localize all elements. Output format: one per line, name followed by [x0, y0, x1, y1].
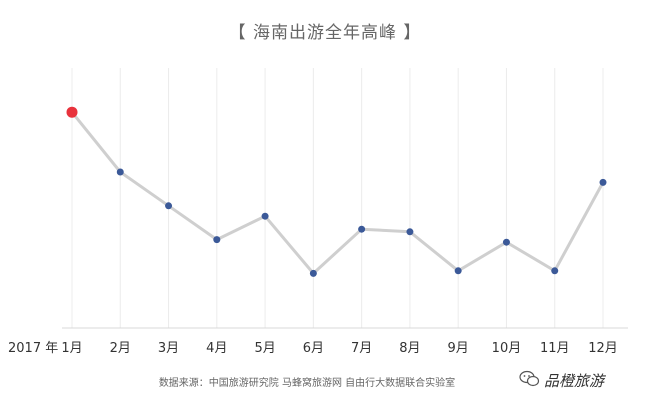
- year-label: 2017 年: [8, 341, 58, 356]
- grid-layer: [71, 68, 604, 328]
- x-tick-label: 7月: [351, 341, 372, 356]
- x-tick-label: 9月: [448, 341, 469, 356]
- watermark-text: 品橙旅游: [544, 372, 607, 390]
- x-tick-label: 4月: [206, 341, 227, 356]
- x-tick-label: 11月: [540, 341, 570, 356]
- data-point: [165, 202, 173, 210]
- data-point: [502, 238, 510, 246]
- tick-layer: 1月 2月 3月 4月 5月 6月 7月 8月 9月 10月 11月 12月: [61, 341, 617, 356]
- data-point: [551, 267, 559, 275]
- data-point: [213, 236, 221, 244]
- x-tick-label: 2月: [110, 341, 131, 356]
- x-tick-label: 3月: [158, 341, 179, 356]
- x-tick-label: 12月: [588, 341, 618, 356]
- series-layer: [66, 106, 607, 277]
- data-point: [454, 267, 462, 275]
- data-point: [309, 269, 317, 277]
- x-tick-label: 1月: [61, 341, 82, 356]
- data-point: [261, 212, 269, 220]
- watermark: 品橙旅游: [519, 370, 607, 390]
- x-tick-label: 6月: [303, 341, 324, 356]
- data-point: [406, 228, 414, 236]
- series-line: [70, 111, 605, 275]
- x-tick-label: 5月: [254, 341, 275, 356]
- data-point: [599, 178, 607, 186]
- wechat-icon: [519, 370, 540, 387]
- data-point: [116, 168, 124, 176]
- data-source: 数据来源：中国旅游研究院 马蜂窝旅游网 自由行大数据联合实验室: [159, 376, 455, 389]
- peak-point: [66, 106, 78, 118]
- x-tick-label: 8月: [399, 341, 420, 356]
- chart-title: 【 海南出游全年高峰 】: [229, 23, 422, 43]
- x-tick-label: 10月: [492, 341, 522, 356]
- data-point: [358, 225, 366, 233]
